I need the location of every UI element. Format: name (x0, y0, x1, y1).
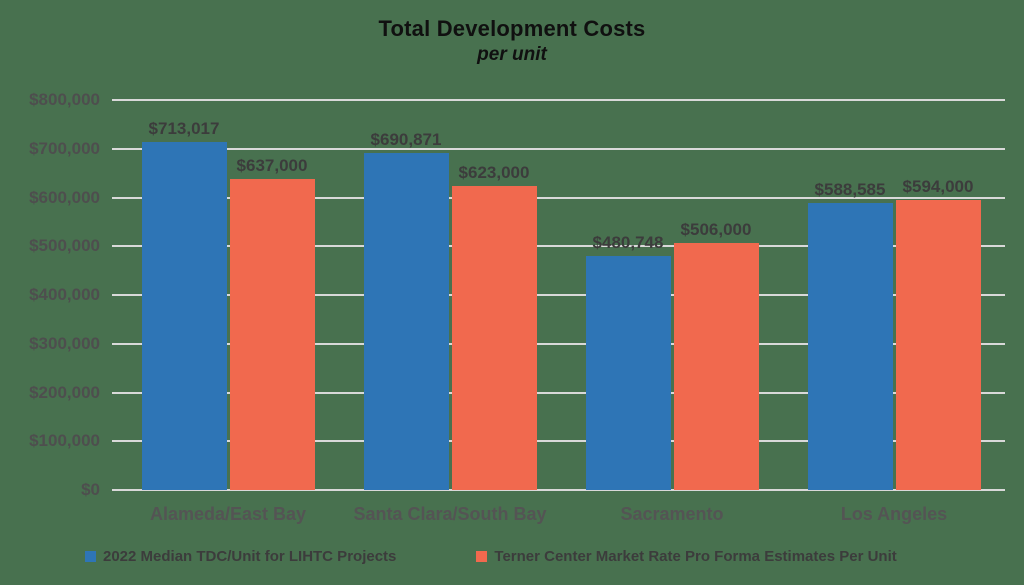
gridline (112, 294, 1005, 296)
bar-series2-1 (229, 179, 315, 490)
gridline (112, 489, 1005, 491)
bar-series1-2 (363, 153, 449, 490)
bar-value-label: $588,585 (814, 180, 886, 200)
y-axis-tick-label: $800,000 (29, 90, 100, 109)
chart-title: Total Development Costs (378, 16, 646, 41)
bar-series1-4 (807, 203, 893, 490)
plot-area: $713,017 $690,871 $480,748 $588,585 $637,000… (112, 99, 1005, 524)
gridline (112, 196, 1005, 199)
y-axis-tick-label: $400,000 (29, 285, 100, 304)
legend-swatch-icon (85, 551, 96, 562)
x-axis-category-label: Los Angeles (840, 504, 948, 524)
gridline (112, 245, 1005, 248)
bar-value-label: $637,000 (236, 156, 308, 176)
legend-label: Terner Center Market Rate Pro Forma Esti… (494, 548, 897, 565)
bar-series2-3 (673, 243, 759, 490)
x-axis-category-label: Alameda/East Bay (149, 504, 307, 524)
legend-entry-series2: Terner Center Market Rate Pro Forma Esti… (476, 548, 897, 565)
y-axis-tick-label: $500,000 (29, 236, 100, 256)
y-axis-tick-label: $0 (81, 480, 100, 499)
gridline (112, 391, 1005, 394)
gridline (112, 147, 1005, 150)
legend-label: 2022 Median TDC/Unit for LIHTC Projects (103, 548, 397, 565)
bar-series2-2 (451, 186, 537, 490)
chart-subtitle: per unit (477, 44, 547, 65)
bar-value-label: $713,017 (148, 119, 220, 139)
y-axis: $0 $100,000 $200,000 $300,000 $400,000 $500,0… (0, 90, 100, 499)
y-axis-tick-label: $300,000 (29, 333, 100, 353)
x-axis-category-label: Santa Clara/South Bay (353, 504, 547, 524)
bar-value-label: $506,000 (680, 220, 752, 240)
bar-value-label: $594,000 (902, 177, 974, 197)
gridline (112, 440, 1005, 443)
bar-value-label: $480,748 (592, 232, 664, 252)
y-axis-tick-label: $200,000 (29, 382, 100, 402)
legend-entry-series1: 2022 Median TDC/Unit for LIHTC Projects (85, 548, 396, 565)
bar-value-label: $690,871 (370, 130, 442, 150)
legend: 2022 Median TDC/Unit for LIHTC Projects T… (85, 548, 897, 565)
y-axis-tick-label: $600,000 (29, 187, 100, 207)
gridline (112, 99, 1005, 101)
bar-series1-1 (141, 142, 227, 490)
bar-series1-3 (585, 255, 671, 490)
bar-series2-4 (895, 200, 981, 490)
gridline (112, 342, 1005, 345)
x-axis-category-label: Sacramento (620, 504, 724, 524)
bar-value-label: $623,000 (458, 163, 530, 183)
y-axis-tick-label: $700,000 (29, 138, 100, 158)
legend-swatch-icon (476, 551, 488, 562)
y-axis-tick-label: $100,000 (29, 431, 100, 451)
